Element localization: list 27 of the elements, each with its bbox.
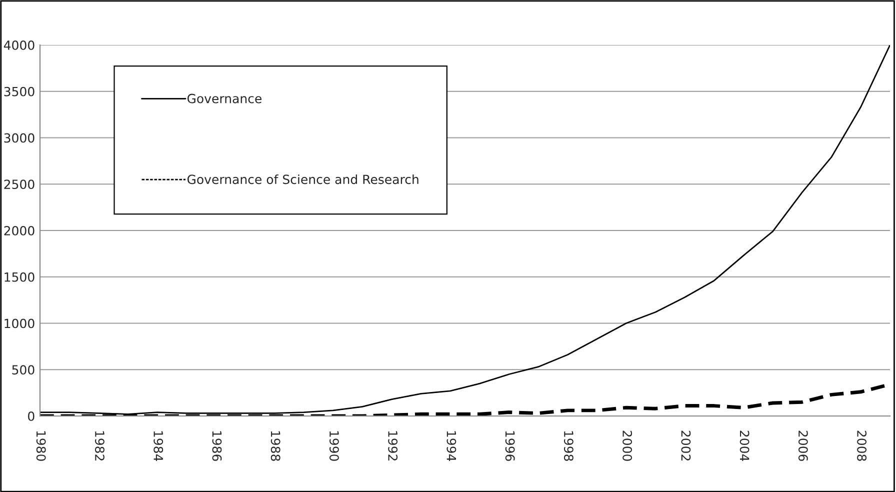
y-tick-label: 2500 [4,180,34,190]
y-tick-label: 3000 [4,133,34,143]
y-tick-label: 0 [28,411,34,421]
y-tick-label: 500 [12,365,34,375]
x-tick-label: 2006 [798,430,808,461]
x-tick-label: 1990 [329,431,339,461]
y-tick-label: 3500 [4,86,34,96]
legend-label: Governance [187,94,262,104]
y-tick-label: 4000 [4,40,34,50]
x-tick-label: 2008 [857,430,867,461]
x-tick-label: 1984 [154,431,164,461]
x-tick-label: 1992 [388,431,398,460]
y-tick-label: 2000 [4,226,34,236]
legend-label: Governance of Science and Research [187,174,418,184]
x-tick-label: 2002 [681,430,691,460]
x-tick-label: 1994 [446,431,456,461]
x-tick-label: 1998 [564,431,574,461]
x-tick-label: 1980 [36,431,46,461]
x-tick-label: 1996 [505,431,515,461]
x-tick-label: 1988 [270,431,280,461]
y-tick-label: 1000 [4,318,34,328]
x-tick-label: 2000 [622,430,632,461]
x-tick-label: 2004 [740,430,750,461]
x-tick-label: 1986 [212,431,222,461]
line-series [40,45,890,415]
x-tick-label: 1982 [94,431,104,460]
y-tick-label: 1500 [4,272,34,282]
